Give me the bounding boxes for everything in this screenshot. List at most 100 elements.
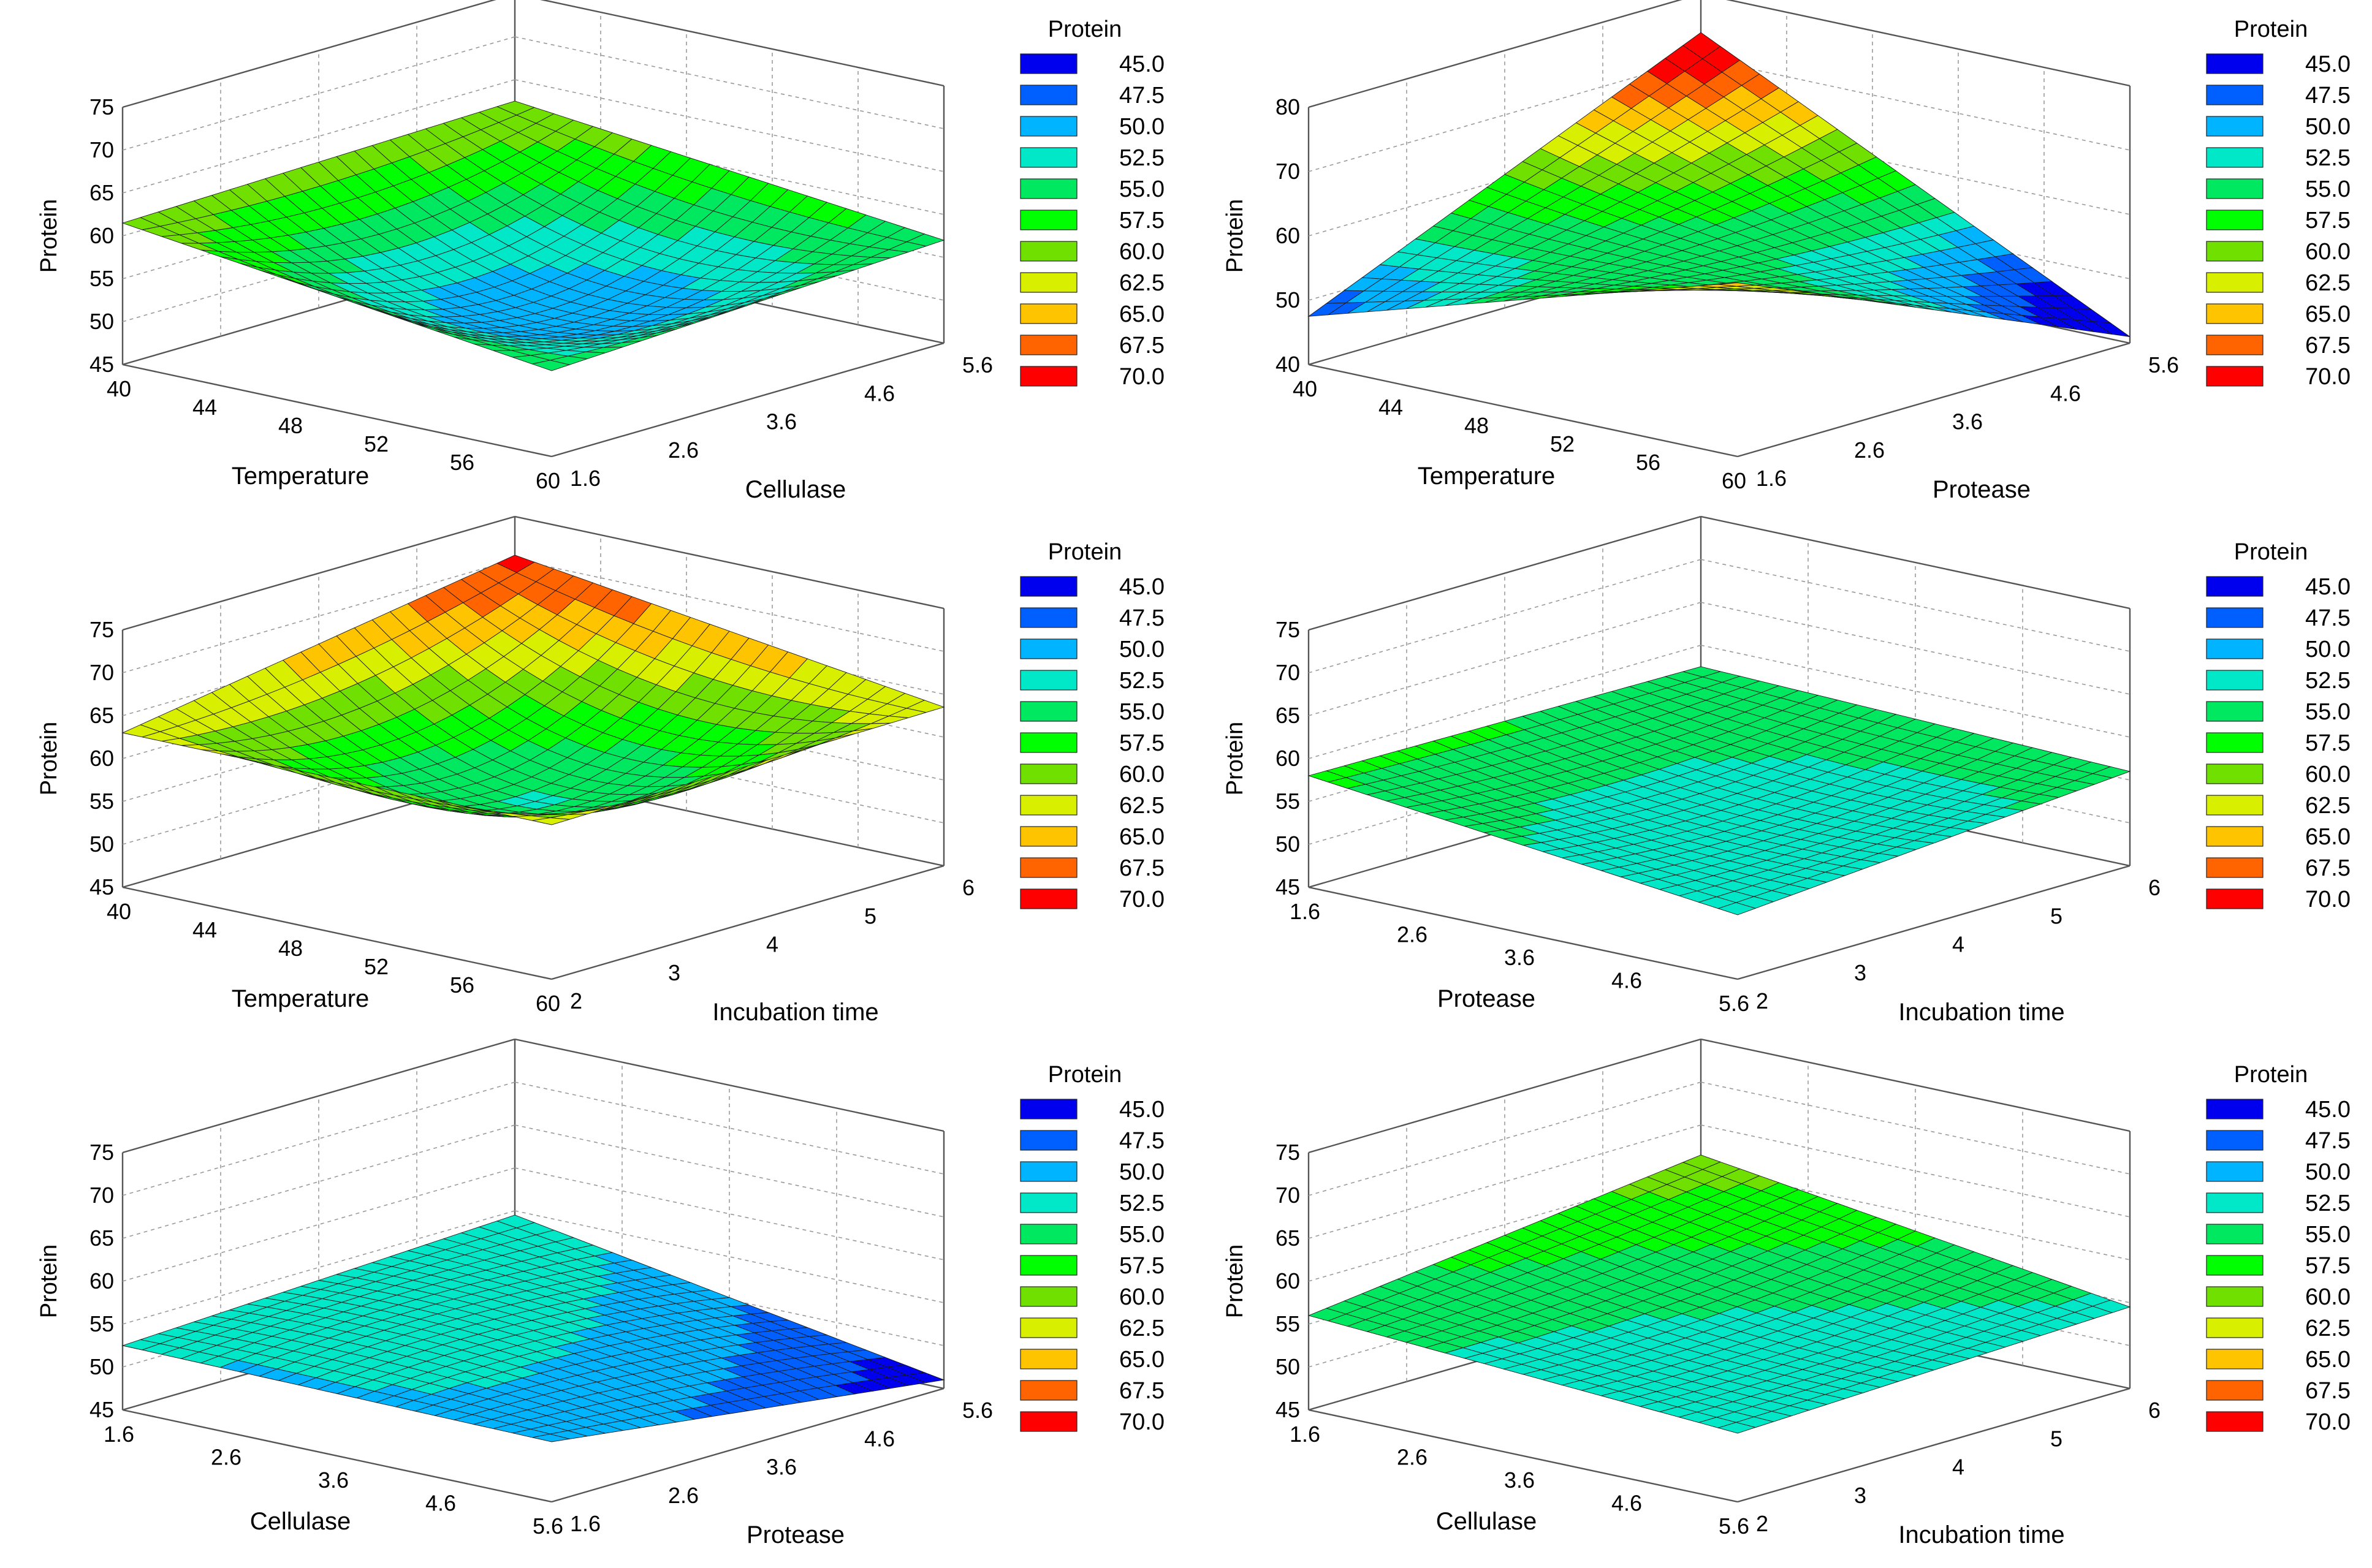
- x-tick-label: 2.6: [211, 1445, 241, 1470]
- legend-label: 45.0: [2305, 1097, 2351, 1123]
- y-tick-label: 4: [766, 932, 778, 957]
- x-tick-label: 44: [192, 917, 217, 942]
- z-axis-title: Protein: [1222, 199, 1248, 273]
- legend-label: 67.5: [2305, 855, 2351, 881]
- z-tick-label: 45: [89, 874, 114, 900]
- legend-label: 65.0: [1119, 1347, 1165, 1373]
- z-tick-label: 70: [1275, 660, 1300, 685]
- z-tick-label: 75: [89, 94, 114, 119]
- z-tick-label: 65: [1275, 1225, 1300, 1251]
- legend-label: 57.5: [2305, 208, 2351, 233]
- z-tick-label: 55: [1275, 789, 1300, 814]
- legend-swatch: [1020, 888, 1078, 909]
- legend-label: 52.5: [1119, 145, 1165, 171]
- z-tick-label: 55: [89, 1311, 114, 1336]
- legend-label: 57.5: [1119, 208, 1165, 233]
- x-tick-label: 40: [1293, 376, 1317, 401]
- legend: Protein 45.0 47.5 50.0 52.5 55.0 57.5 60.0 62.5 6…: [2206, 539, 2351, 912]
- legend-label: 52.5: [1119, 1191, 1165, 1216]
- legend-label: 65.0: [2305, 301, 2351, 327]
- y-tick-label: 3: [1854, 960, 1866, 985]
- x-tick-label: 56: [450, 450, 474, 475]
- z-tick-label: 50: [89, 831, 114, 857]
- z-tick-label: 70: [89, 660, 114, 685]
- legend-swatch: [2206, 241, 2264, 262]
- z-axis-title: Protein: [36, 199, 62, 273]
- z-tick-label: 60: [89, 223, 114, 248]
- legend-swatch: [1020, 178, 1078, 199]
- z-tick-label: 45: [89, 352, 114, 377]
- x-tick-label: 4.6: [425, 1491, 456, 1516]
- surface-mesh: [1307, 32, 2131, 337]
- z-tick-label: 60: [89, 1268, 114, 1293]
- legend-label: 47.5: [1119, 605, 1165, 631]
- legend-label: 50.0: [2305, 114, 2351, 140]
- legend-label: 50.0: [2305, 637, 2351, 662]
- legend-label: 62.5: [2305, 793, 2351, 819]
- z-tick-label: 60: [1275, 1268, 1300, 1293]
- legend-swatch: [1020, 1411, 1078, 1432]
- x-axis-title: Temperature: [232, 985, 370, 1012]
- legend-swatch: [2206, 638, 2264, 659]
- legend-label: 67.5: [2305, 1378, 2351, 1404]
- legend-label: 50.0: [1119, 637, 1165, 662]
- legend-label: 55.0: [2305, 699, 2351, 725]
- z-axis-title: Protein: [1222, 722, 1248, 795]
- legend-label: 57.5: [2305, 1253, 2351, 1279]
- legend: Protein 45.0 47.5 50.0 52.5 55.0 57.5 60.0 62.5 6…: [1020, 1062, 1165, 1435]
- surface-cell: [1307, 302, 1347, 317]
- y-axis-title: Incubation time: [1898, 999, 2064, 1026]
- legend-label: 45.0: [2305, 51, 2351, 77]
- y-tick-label: 6: [962, 875, 975, 900]
- z-axis-title: Protein: [36, 722, 62, 795]
- z-tick-label: 50: [1275, 831, 1300, 857]
- z-axis-title: Protein: [36, 1244, 62, 1318]
- legend-swatch: [2206, 1317, 2264, 1338]
- legend-label: 62.5: [1119, 793, 1165, 819]
- y-tick-label: 1.6: [570, 1511, 601, 1536]
- y-axis-title: Incubation time: [1898, 1521, 2064, 1548]
- z-tick-label: 70: [1275, 159, 1300, 184]
- legend-label: 52.5: [2305, 145, 2351, 171]
- z-tick-label: 70: [1275, 1183, 1300, 1208]
- legend-swatch: [2206, 1099, 2264, 1119]
- y-tick-label: 5.6: [962, 1398, 993, 1423]
- legend-label: 60.0: [2305, 239, 2351, 265]
- x-tick-label: 3.6: [318, 1468, 349, 1493]
- legend-label: 47.5: [1119, 83, 1165, 108]
- legend-label: 57.5: [2305, 730, 2351, 756]
- z-axis-title: Protein: [1222, 1244, 1248, 1318]
- z-tick-label: 55: [89, 266, 114, 291]
- x-tick-label: 48: [1464, 413, 1489, 438]
- legend-label: 67.5: [2305, 333, 2351, 358]
- surface-mesh: [1307, 1154, 2131, 1434]
- legend-title: Protein: [1048, 1062, 1122, 1088]
- y-axis-title: Incubation time: [712, 999, 878, 1026]
- legend-swatch: [1020, 1380, 1078, 1401]
- y-tick-label: 3: [1854, 1483, 1866, 1508]
- x-tick-label: 2.6: [1397, 922, 1427, 947]
- legend-label: 67.5: [1119, 1378, 1165, 1404]
- y-tick-label: 4.6: [864, 1426, 895, 1451]
- legend-swatch: [1020, 607, 1078, 628]
- x-tick-label: 1.6: [1290, 1422, 1320, 1447]
- legend-swatch: [2206, 210, 2264, 230]
- legend-label: 47.5: [2305, 83, 2351, 108]
- y-tick-label: 5.6: [2148, 352, 2179, 377]
- y-tick-label: 4.6: [864, 381, 895, 406]
- legend-swatch: [1020, 303, 1078, 324]
- legend-swatch: [1020, 1255, 1078, 1276]
- legend-swatch: [2206, 1411, 2264, 1432]
- legend-label: 60.0: [2305, 762, 2351, 787]
- surface-cell: [1307, 770, 1347, 782]
- y-tick-label: 5: [2050, 1426, 2062, 1451]
- legend-swatch: [2206, 857, 2264, 878]
- legend-swatch: [2206, 1255, 2264, 1276]
- legend-swatch: [1020, 638, 1078, 659]
- legend-swatch: [2206, 272, 2264, 293]
- x-tick-label: 48: [278, 413, 303, 438]
- z-tick-label: 60: [89, 746, 114, 771]
- legend-swatch: [1020, 53, 1078, 74]
- x-axis-title: Protease: [1437, 985, 1535, 1012]
